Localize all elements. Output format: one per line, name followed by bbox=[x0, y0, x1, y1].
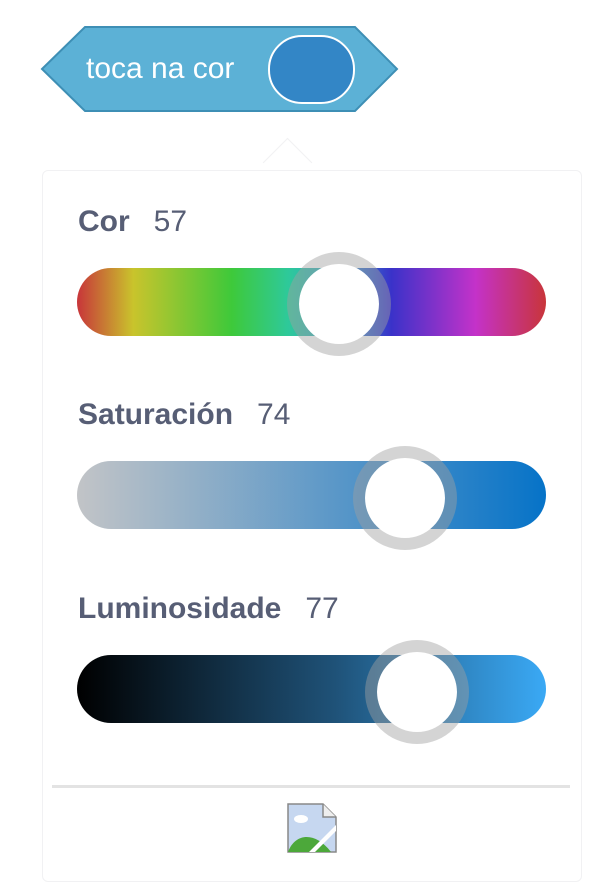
divider bbox=[52, 785, 570, 788]
brightness-label: Luminosidade 77 bbox=[78, 592, 339, 625]
saturation-slider[interactable] bbox=[77, 461, 546, 529]
saturation-slider-handle[interactable] bbox=[353, 446, 457, 550]
hue-slider-handle[interactable] bbox=[287, 252, 391, 356]
broken-image-icon[interactable] bbox=[287, 803, 337, 853]
saturation-label: Saturación 74 bbox=[78, 398, 291, 431]
color-swatch-input[interactable] bbox=[268, 35, 355, 104]
block-label: toca na cor bbox=[86, 52, 235, 85]
brightness-slider-handle[interactable] bbox=[365, 640, 469, 744]
touching-color-block[interactable] bbox=[40, 25, 400, 115]
hue-label: Cor 57 bbox=[78, 205, 188, 238]
brightness-slider[interactable] bbox=[77, 655, 546, 723]
